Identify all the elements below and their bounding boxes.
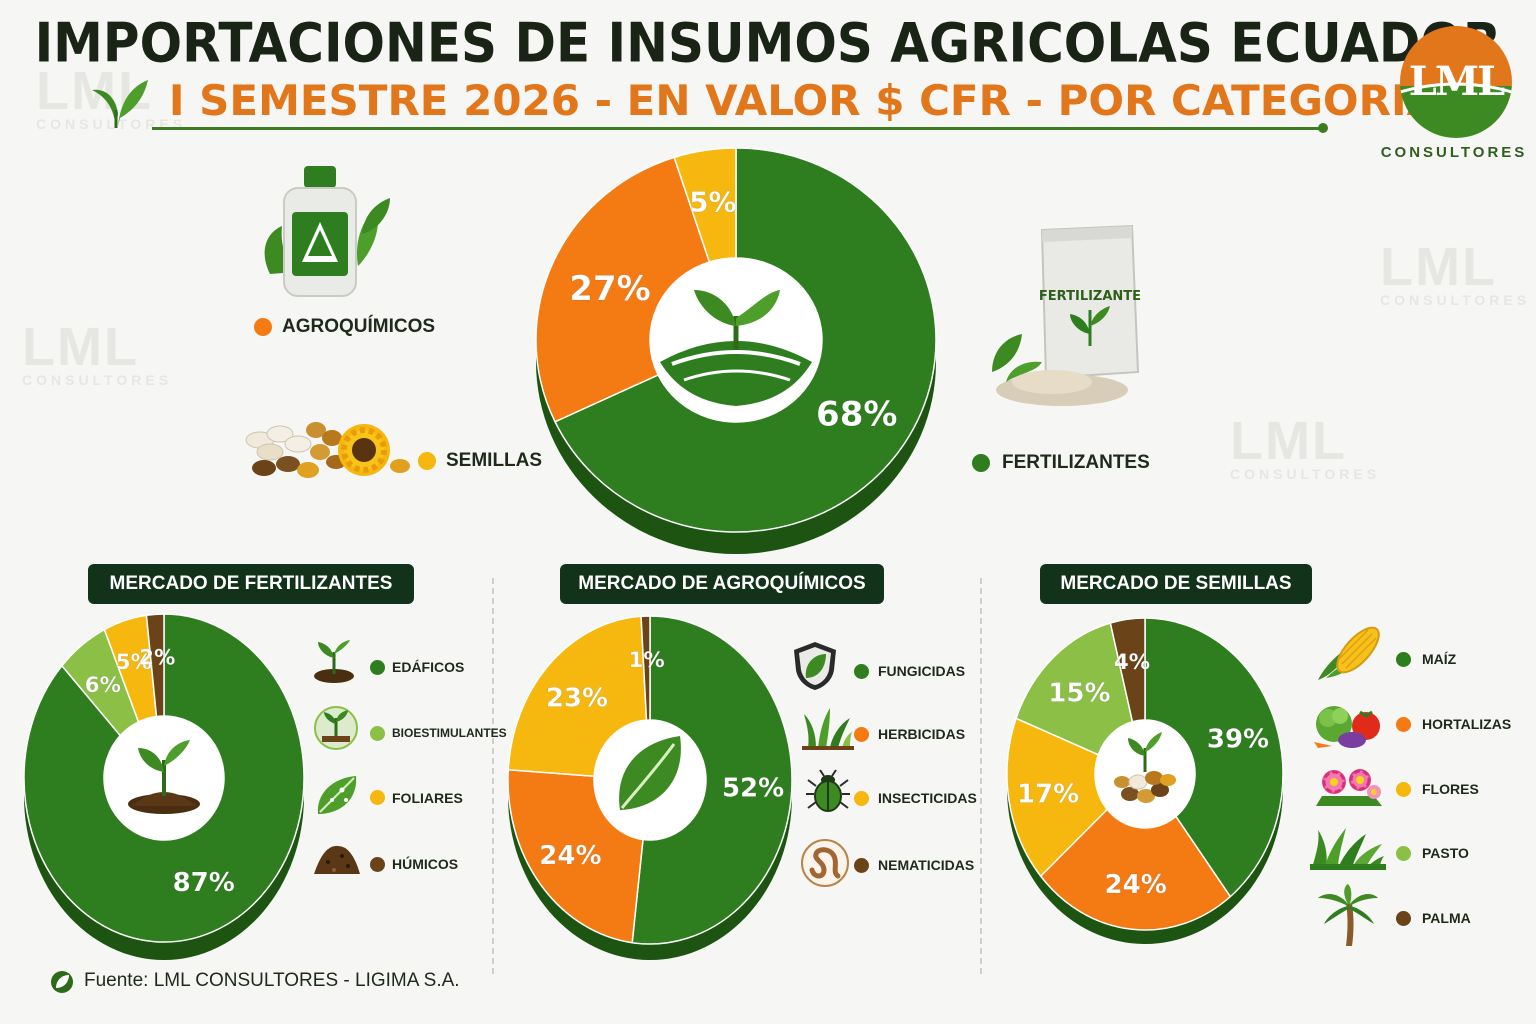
slice-label: 52% [722,774,784,804]
legend-label-hortalizas: HORTALIZAS [1422,716,1512,732]
semillas-donut-chart: 39% 24% 17% 15%4% [1006,617,1284,944]
page-subtitle: I SEMESTRE 2026 - EN VALOR $ CFR - POR C… [168,76,1440,125]
slice-maiz [1144,617,1284,898]
legend-label-insecticidas: INSECTICIDAS [878,790,977,806]
slice-label: 6% [85,673,121,698]
crop-field-icon [660,290,812,406]
slice-agroquimicos [535,156,711,423]
worm-icon [801,839,849,887]
logo-subtitle: CONSULTORES [1380,144,1528,161]
legend-label-agroquimicos: AGROQUÍMICOS [282,316,436,337]
section-divider [980,578,982,974]
legend-label-fungicidas: FUNGICIDAS [878,663,966,679]
sprout-soil-icon [314,640,354,683]
legend-label-foliares: FOLIARES [392,790,463,806]
legend-label-palma: PALMA [1422,910,1471,926]
corn-icon [1318,626,1380,680]
slice-label: 5% [689,185,736,218]
slice-label: 5% [116,650,152,675]
section-divider [492,578,494,974]
beetle-icon [806,769,850,812]
plant-circle-icon [314,706,358,750]
leaf-icon [619,736,681,810]
slice-label: 87% [173,868,235,898]
legend-dot-insecticidas [854,791,869,806]
humus-pile-icon [314,845,360,874]
legend-dot-bioestimulantes [370,726,385,741]
legend-label-fertilizantes: FERTILIZANTES [1002,452,1150,473]
legend-label-flores: FLORES [1422,781,1479,797]
source-note: Fuente: LML CONSULTORES - LIGIMA S.A. [84,970,460,991]
legend-dot-nematicidas [854,858,869,873]
donut-hole [1095,720,1195,828]
legend-dot-semillas [418,452,436,470]
slice-label: 68% [816,395,897,435]
slice-label: 39% [1207,724,1269,754]
banner-fertilizantes: MERCADO DE FERTILIZANTES [88,564,414,604]
legend-dot-foliares [370,790,385,805]
legend-label-maiz: MAÍZ [1422,651,1457,667]
shield-leaf-icon [794,642,836,690]
fertilizer-bag-icon: FERTILIZANTE [992,224,1141,406]
slice-label: 17% [1017,779,1079,809]
seeds-icon [1114,732,1176,803]
legend-dot-humicos [370,857,385,872]
flowers-icon [1316,769,1382,806]
bag-label: FERTILIZANTE [1039,289,1141,304]
slice-label: 2% [139,645,175,670]
vegetables-icon [1314,706,1380,748]
slice-label: 15% [1048,678,1110,708]
title-underline-dot [1318,123,1328,133]
grass-icon [1310,828,1386,870]
page-title: IMPORTACIONES DE INSUMOS AGRICOLAS ECUAD… [34,11,1502,75]
legend-dot-agroquimicos [254,318,272,336]
watermark-logo: LML CONSULTORES [1230,411,1381,482]
legend-label-humicos: HÚMICOS [392,856,459,872]
slice-label: 1% [629,648,665,673]
legend-dot-pasto [1396,846,1411,861]
legend-label-edaficos: EDÁFICOS [392,659,465,675]
sprout-soil-icon [128,740,200,814]
legend-label-pasto: PASTO [1422,845,1469,861]
slice-label: 24% [539,841,601,871]
legend-dot-flores [1396,782,1411,797]
legend-label-herbicidas: HERBICIDAS [878,726,966,742]
agrochemical-bottle-icon [264,166,390,297]
slice-label: 27% [569,269,650,309]
main-donut-chart: 68% 27% 5% [535,147,937,554]
legend-dot-herbicidas [854,727,869,742]
banner-agroquimicos: MERCADO DE AGROQUÍMICOS [560,564,884,604]
leaf-drops-icon [317,776,357,814]
banner-semillas: MERCADO DE SEMILLAS [1040,564,1312,604]
slice-label: 24% [1105,870,1167,900]
legend-dot-palma [1396,911,1411,926]
legend-label-semillas: SEMILLAS [446,450,543,471]
legend-label-bioestimulantes: BIOESTIMULANTES [392,726,507,740]
slice-label: 23% [546,683,608,713]
legend-dot-hortalizas [1396,717,1411,732]
leaves-icon [92,80,148,128]
weeds-icon [802,708,854,750]
seeds-sunflower-icon [245,422,410,478]
palm-tree-icon [1318,884,1378,946]
watermark-logo: LML CONSULTORES [36,61,187,132]
legend-dot-edaficos [370,660,385,675]
watermark-logo: LML CONSULTORES [22,317,173,388]
legend-label-nematicidas: NEMATICIDAS [878,857,975,873]
lml-logo: LML [1400,26,1512,138]
legend-dot-maiz [1396,652,1411,667]
agroquimicos-donut-chart: 52% 24% 23% 1% [507,615,793,960]
leaf-source-icon [51,971,73,993]
slice-label: 4% [1114,650,1150,675]
watermark-logo: LML CONSULTORES [1380,237,1531,308]
fertilizantes-donut-chart: 87% 6%5%2% [23,613,305,960]
legend-dot-fungicidas [854,664,869,679]
title-underline [152,127,1324,130]
legend-dot-fertilizantes [972,454,990,472]
